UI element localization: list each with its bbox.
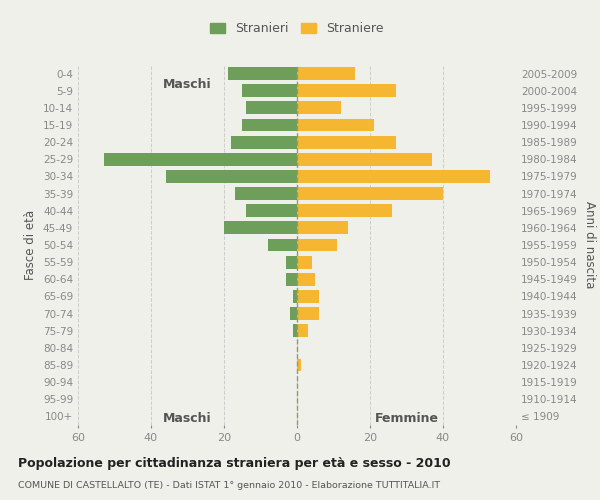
Bar [290, 307, 297, 320]
Bar [297, 222, 348, 234]
Bar [297, 358, 301, 372]
Y-axis label: Anni di nascita: Anni di nascita [583, 202, 596, 288]
Bar [297, 67, 355, 80]
Bar [242, 84, 297, 97]
Bar [268, 238, 297, 252]
Bar [297, 256, 311, 268]
Bar [104, 153, 297, 166]
Text: COMUNE DI CASTELLALTO (TE) - Dati ISTAT 1° gennaio 2010 - Elaborazione TUTTITALI: COMUNE DI CASTELLALTO (TE) - Dati ISTAT … [18, 481, 440, 490]
Bar [227, 67, 297, 80]
Bar [286, 256, 297, 268]
Bar [224, 222, 297, 234]
Bar [166, 170, 297, 183]
Text: Maschi: Maschi [163, 412, 212, 425]
Bar [297, 204, 392, 217]
Bar [242, 118, 297, 132]
Text: Maschi: Maschi [163, 78, 212, 91]
Bar [297, 153, 432, 166]
Bar [246, 102, 297, 114]
Bar [293, 324, 297, 337]
Y-axis label: Fasce di età: Fasce di età [25, 210, 37, 280]
Legend: Stranieri, Straniere: Stranieri, Straniere [205, 18, 389, 40]
Bar [297, 170, 490, 183]
Bar [293, 290, 297, 303]
Bar [246, 204, 297, 217]
Text: Popolazione per cittadinanza straniera per età e sesso - 2010: Popolazione per cittadinanza straniera p… [18, 458, 451, 470]
Bar [297, 238, 337, 252]
Bar [297, 187, 443, 200]
Bar [297, 118, 374, 132]
Bar [297, 307, 319, 320]
Bar [297, 136, 395, 148]
Bar [232, 136, 297, 148]
Bar [297, 84, 395, 97]
Bar [297, 290, 319, 303]
Bar [297, 324, 308, 337]
Bar [286, 273, 297, 285]
Bar [297, 273, 315, 285]
Bar [235, 187, 297, 200]
Text: Femmine: Femmine [374, 412, 439, 425]
Bar [297, 102, 341, 114]
